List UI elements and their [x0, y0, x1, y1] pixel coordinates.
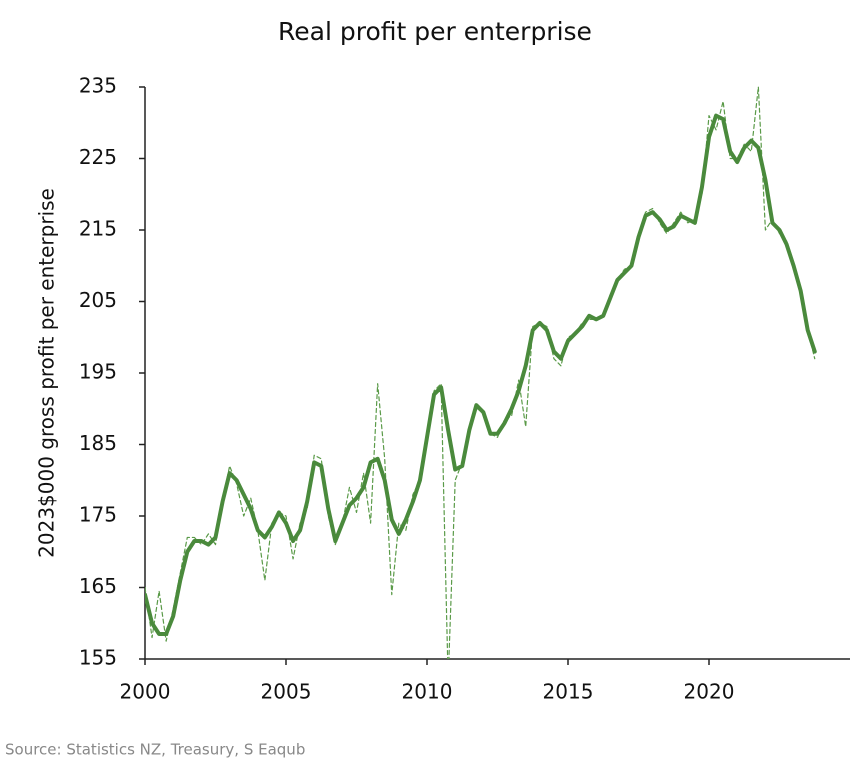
y-tick-label: 235: [79, 74, 117, 98]
source-note: Source: Statistics NZ, Treasury, S Eaqub: [5, 741, 305, 759]
x-tick-label: 2005: [261, 680, 312, 704]
x-tick-label: 2010: [402, 680, 453, 704]
chart-title: Real profit per enterprise: [278, 17, 592, 46]
y-axis-label: 2023$000 gross profit per enterprise: [35, 188, 59, 558]
y-tick-label: 205: [79, 288, 117, 312]
y-tick-label: 185: [79, 431, 117, 455]
y-tick-label: 175: [79, 503, 117, 527]
solid-line: [145, 113, 817, 636]
y-tick-label: 215: [79, 217, 117, 241]
x-tick-label: 2015: [543, 680, 594, 704]
y-tick-label: 155: [79, 646, 117, 670]
x-tick-label: 2000: [120, 680, 171, 704]
x-tick-label: 2020: [684, 680, 735, 704]
y-tick-label: 165: [79, 574, 117, 598]
plot-area: [145, 86, 817, 659]
dashed-line: [145, 86, 816, 659]
y-tick-label: 225: [79, 145, 117, 169]
y-tick-label: 195: [79, 360, 117, 384]
